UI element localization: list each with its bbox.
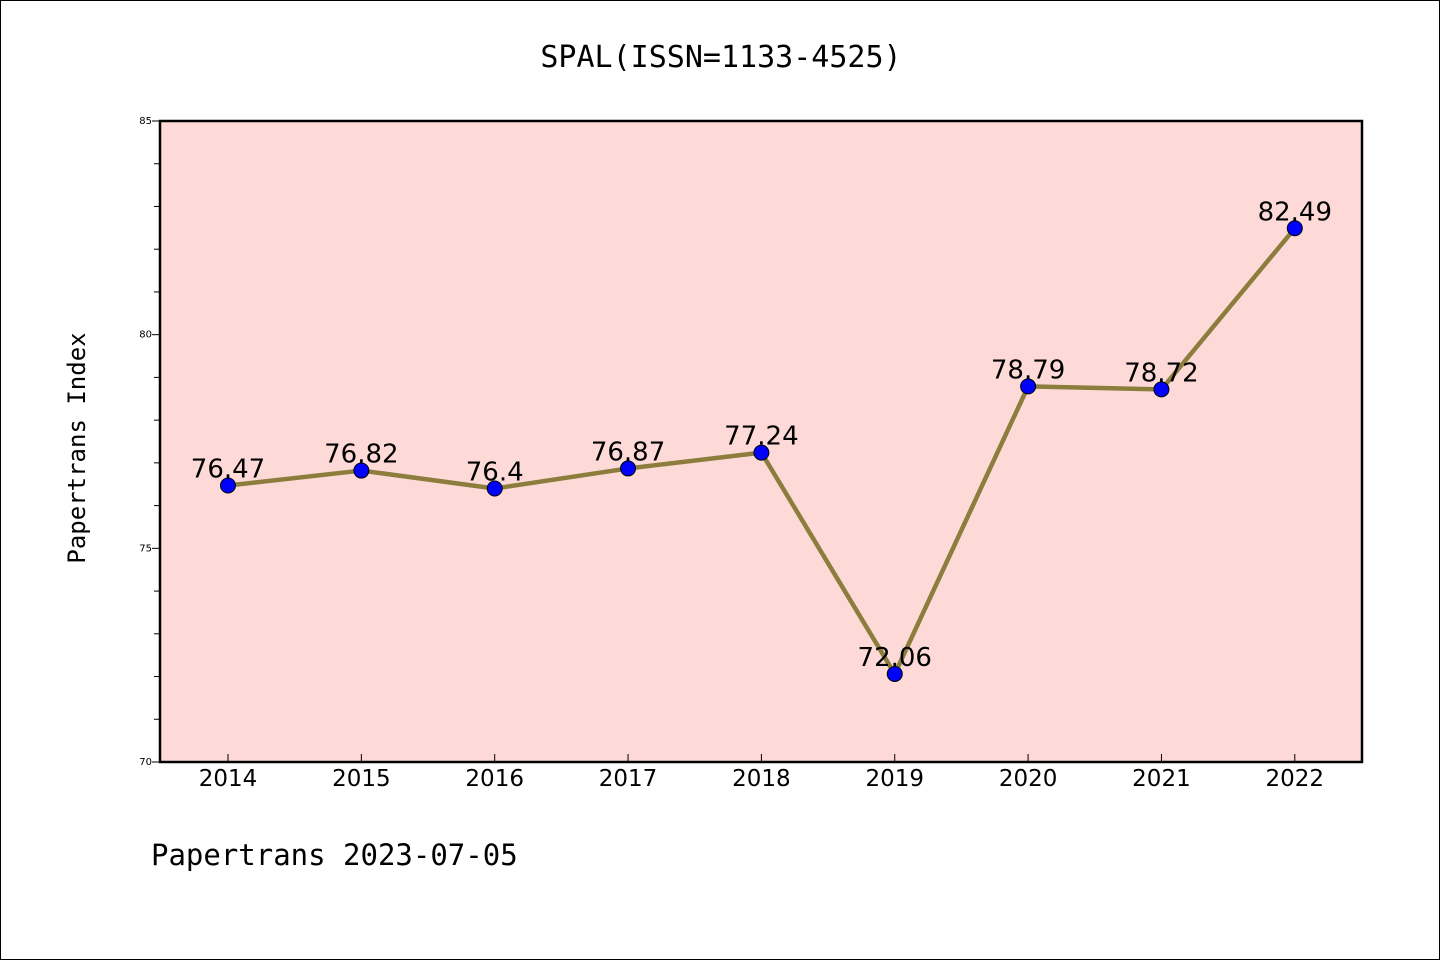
x-tick-label: 2018 — [732, 766, 791, 792]
data-point-marker — [353, 462, 370, 479]
chart-title: SPAL(ISSN=1133-4525) — [540, 40, 901, 75]
x-tick-label: 2014 — [199, 766, 258, 792]
data-labels-group: 76.47 76.82 76.4 76.87 77.24 72.06 78.79 78.72 8… — [191, 197, 1332, 673]
y-tick-label: 85 — [139, 116, 152, 127]
data-label: 72.06 — [858, 643, 932, 673]
x-tick-label: 2022 — [1266, 766, 1325, 792]
x-tick-label: 2017 — [599, 766, 658, 792]
data-point-marker — [486, 480, 503, 497]
data-label: 76.47 — [191, 455, 265, 485]
data-point-marker — [620, 460, 637, 477]
data-label: 76.82 — [324, 440, 398, 470]
data-label: 82.49 — [1258, 197, 1332, 227]
x-axis: 2014 2015 2016 2017 2018 2019 2020 2021 2022 — [199, 754, 1324, 792]
data-point-marker — [886, 665, 903, 682]
markers-group — [220, 220, 1303, 682]
x-tick-label: 2015 — [332, 766, 391, 792]
x-tick-label: 2021 — [1132, 766, 1191, 792]
data-label: 76.4 — [466, 458, 524, 488]
y-tick-label: 70 — [139, 757, 152, 768]
data-point-marker — [1153, 381, 1170, 398]
data-point-marker — [1286, 220, 1303, 237]
footer-text: Papertrans 2023-07-05 — [151, 838, 518, 872]
y-axis: 70 75 80 85 — [139, 116, 160, 768]
x-tick-label: 2016 — [465, 766, 524, 792]
x-tick-label: 2020 — [999, 766, 1058, 792]
x-tick-label: 2019 — [865, 766, 924, 792]
data-label: 78.72 — [1124, 358, 1198, 388]
y-tick-label: 75 — [139, 543, 152, 554]
y-axis-label: Papertrans Index — [63, 332, 91, 563]
data-label: 78.79 — [991, 355, 1065, 385]
y-tick-label: 80 — [139, 330, 152, 341]
plot-area — [158, 119, 1364, 764]
data-label: 77.24 — [724, 422, 798, 452]
data-point-marker — [220, 477, 236, 494]
data-label: 76.87 — [591, 437, 665, 467]
data-point-marker — [1020, 378, 1037, 395]
data-point-marker — [753, 444, 770, 461]
